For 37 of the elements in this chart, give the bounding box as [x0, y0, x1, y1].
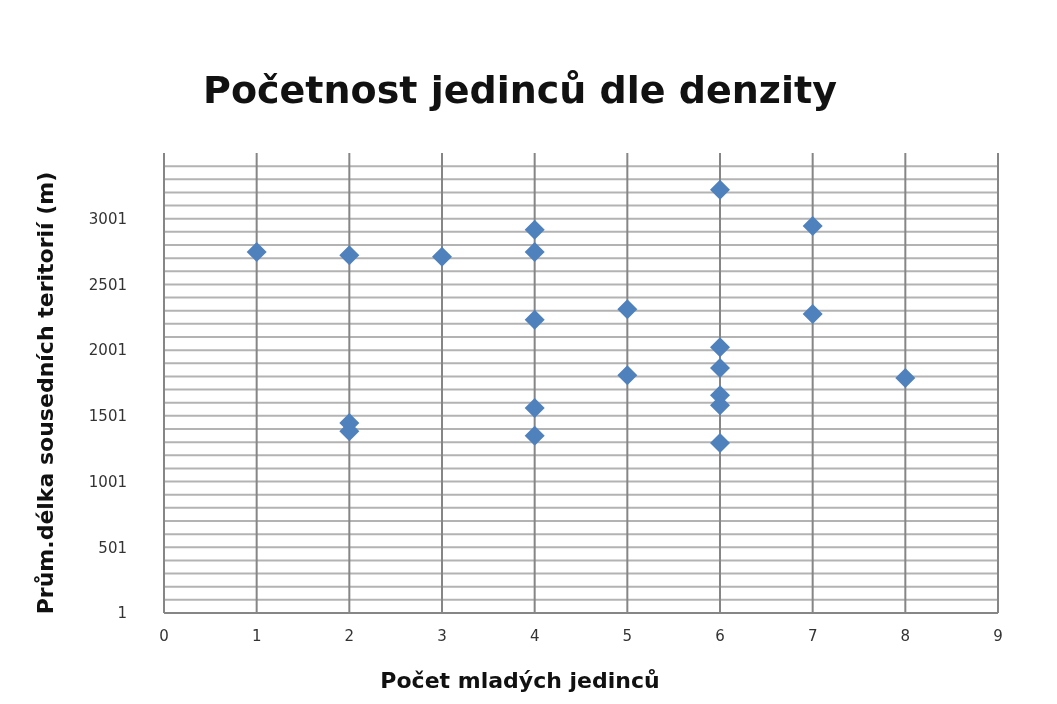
y-tick-label: 1	[117, 604, 127, 623]
x-axis-title: Počet mladých jedinců	[380, 668, 660, 693]
y-axis-title: Prům.délka sousedních teritorií (m)	[33, 171, 58, 615]
y-tick-label: 2501	[88, 275, 127, 294]
point	[710, 179, 730, 200]
x-tick-label: 9	[993, 627, 1003, 645]
x-tick-label: 6	[715, 627, 725, 645]
y-tick-label: 1501	[88, 407, 127, 426]
x-tick-label: 4	[529, 627, 540, 645]
x-tick-label: 3	[437, 627, 447, 645]
x-tick-label: 7	[807, 627, 818, 645]
point	[524, 425, 545, 446]
x-tick-label: 0	[159, 627, 169, 645]
point	[524, 309, 545, 330]
point	[710, 337, 730, 358]
point	[617, 365, 638, 386]
point	[802, 304, 823, 324]
point	[246, 241, 267, 262]
point	[617, 299, 638, 320]
point	[524, 241, 545, 262]
point	[524, 397, 545, 418]
point	[710, 433, 730, 454]
point	[802, 215, 823, 236]
point	[524, 219, 545, 240]
y-tick-label: 1001	[88, 472, 127, 491]
chart-title: Početnost jedinců dle denzity	[203, 68, 838, 112]
x-tick-label: 8	[900, 627, 911, 645]
x-tick-label: 5	[622, 627, 633, 645]
y-tick-label: 501	[98, 538, 127, 557]
point	[432, 246, 452, 267]
x-tick-label: 2	[344, 627, 355, 645]
y-tick-label: 3001	[88, 209, 127, 228]
point	[339, 245, 360, 266]
y-tick-label: 2001	[88, 341, 127, 360]
x-tick-label: 1	[251, 627, 262, 645]
point	[895, 368, 916, 389]
point	[710, 358, 730, 379]
